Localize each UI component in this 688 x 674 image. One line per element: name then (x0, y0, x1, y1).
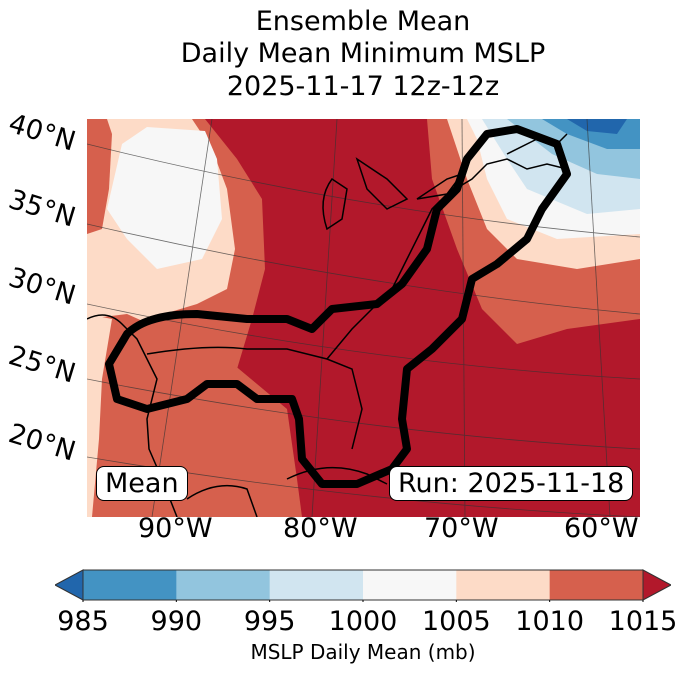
map-panel (87, 119, 640, 517)
run-label-box: Run: 2025-11-18 (389, 466, 634, 501)
lon-label-70w: 70°W (424, 513, 499, 544)
colorbar-tick-label: 990 (150, 606, 203, 637)
colorbar-extend-low (55, 569, 84, 601)
lon-label-60w: 60°W (564, 513, 639, 544)
title-line-3: 2025-11-17 12z-12z (226, 71, 500, 102)
lat-label-20n: 20°N (4, 418, 80, 468)
colorbar-bin-985-990 (83, 570, 177, 600)
parallel-40n (87, 143, 640, 238)
lon-label-80w: 80°W (283, 513, 358, 544)
coast-new-england (446, 158, 568, 195)
parallel-25n (87, 378, 640, 450)
lat-label-25n: 25°N (4, 340, 80, 390)
colorbar-extend-high (642, 569, 671, 601)
colorbar-tick-label: 1010 (515, 606, 585, 637)
coast-yucatan (186, 484, 258, 517)
lake-huron (355, 157, 409, 210)
lon-label-90w: 90°W (138, 513, 213, 544)
lat-label-40n: 40°N (4, 108, 80, 158)
meridian-60w (586, 119, 611, 517)
colorbar-bin-1005-1010 (456, 570, 551, 600)
coast-texas-mexico (87, 314, 178, 517)
contour-outline (105, 125, 571, 488)
colorbar-tick-label: 1005 (421, 606, 491, 637)
coast-gulf (146, 346, 363, 450)
lat-label-35n: 35°N (4, 184, 80, 234)
colorbar-tick-label: 1000 (328, 606, 398, 637)
colorbar-bin-990-995 (176, 570, 271, 600)
colorbar-tick-label: 995 (243, 606, 296, 637)
field-1010-1015-west-edge (87, 119, 112, 234)
colorbar-tick-label: 1015 (608, 606, 678, 637)
colorbar (55, 569, 671, 602)
colorbar-bin-1010-1015 (549, 570, 644, 600)
field-1005-1010-southwest (87, 314, 112, 517)
colorbar-tick-label: 985 (57, 606, 109, 637)
colorbar-label: MSLP Daily Mean (mb) (250, 640, 476, 664)
lake-michigan (322, 177, 348, 231)
lat-label-30n: 30°N (4, 262, 80, 312)
title-line-1: Ensemble Mean (255, 6, 471, 37)
coast-cuba (286, 466, 388, 485)
colorbar-bin-1000-1005 (363, 570, 457, 600)
field-lt985 (567, 119, 627, 134)
parallel-35n (87, 223, 640, 315)
title-line-2: Daily Mean Minimum MSLP (180, 38, 546, 69)
colorbar-bin-995-1000 (269, 570, 364, 600)
coast-atlantic (326, 193, 448, 360)
field-1000-1005-west (107, 127, 222, 269)
map-svg (87, 119, 640, 517)
mean-label-box: Mean (96, 466, 188, 501)
